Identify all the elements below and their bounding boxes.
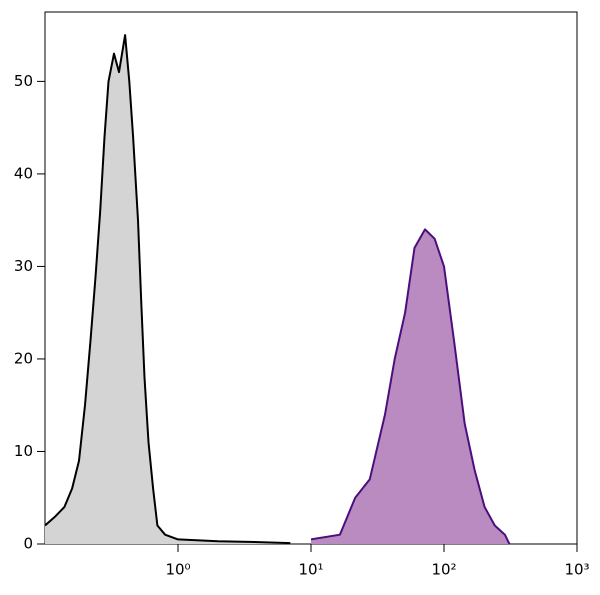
- line: [44, 34, 291, 545]
- y-tick-label: 40: [14, 164, 33, 182]
- area: [311, 229, 510, 544]
- y-tick-label: 20: [14, 349, 33, 367]
- x-tick-label: 10³: [564, 561, 589, 579]
- area: [45, 35, 291, 544]
- y-tick-label: 50: [14, 72, 33, 90]
- line: [310, 228, 511, 545]
- y-tick-label: 30: [14, 257, 33, 275]
- x-tick-label: 10⁰: [165, 561, 190, 579]
- y-tick-label: 0: [23, 535, 33, 553]
- x-tick-label: 10²: [431, 561, 456, 579]
- x-tick-label: 10¹: [298, 561, 323, 579]
- y-tick-label: 10: [14, 442, 33, 460]
